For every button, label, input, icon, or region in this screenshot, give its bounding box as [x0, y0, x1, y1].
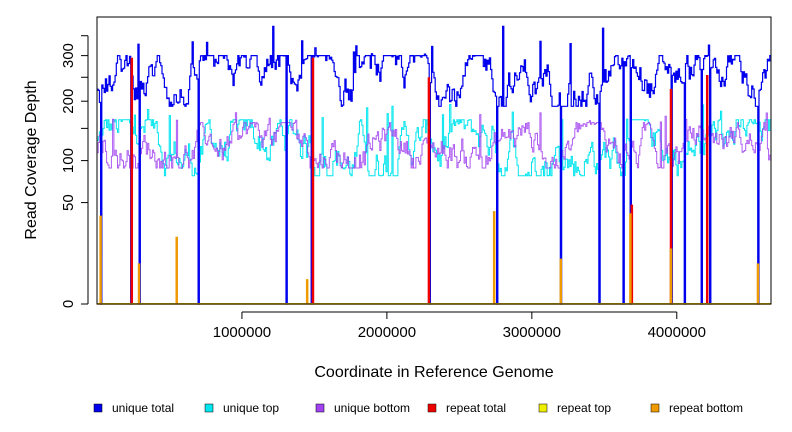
legend-label: repeat total	[446, 401, 506, 415]
y-tick-label: 100	[60, 148, 77, 173]
legend: unique total unique top unique bottom repea…	[93, 401, 743, 415]
y-tick-label: 300	[60, 43, 77, 68]
legend-swatch	[93, 403, 103, 413]
x-tick-label: 3000000	[503, 324, 561, 341]
legend-label: repeat top	[557, 401, 611, 415]
legend-swatch	[650, 403, 660, 413]
series-line-unique-total	[97, 25, 771, 305]
legend-label: repeat bottom	[669, 401, 743, 415]
legend-label: unique bottom	[334, 401, 410, 415]
x-tick-label: 2000000	[358, 324, 416, 341]
y-axis-title: Read Coverage Depth	[23, 80, 40, 239]
legend-swatch	[204, 403, 214, 413]
legend-label: unique top	[223, 401, 279, 415]
legend-swatch	[538, 403, 548, 413]
plot-frame	[96, 16, 772, 305]
x-axis-title: Coordinate in Reference Genome	[314, 364, 553, 381]
y-tick-label: 0	[60, 300, 77, 308]
x-axis: 1000000 2000000 3000000 4000000	[213, 311, 706, 341]
legend-swatch	[315, 403, 325, 413]
x-tick-label: 1000000	[213, 324, 271, 341]
x-tick-label: 4000000	[648, 324, 706, 341]
y-axis: 0 50 100 200 300	[60, 35, 89, 308]
legend-swatch	[427, 403, 437, 413]
legend-label: unique total	[112, 401, 174, 415]
y-tick-label: 200	[60, 89, 77, 114]
series-layer	[97, 25, 772, 305]
series-line-unique-bottom	[97, 112, 772, 305]
y-tick-label: 50	[60, 194, 77, 211]
